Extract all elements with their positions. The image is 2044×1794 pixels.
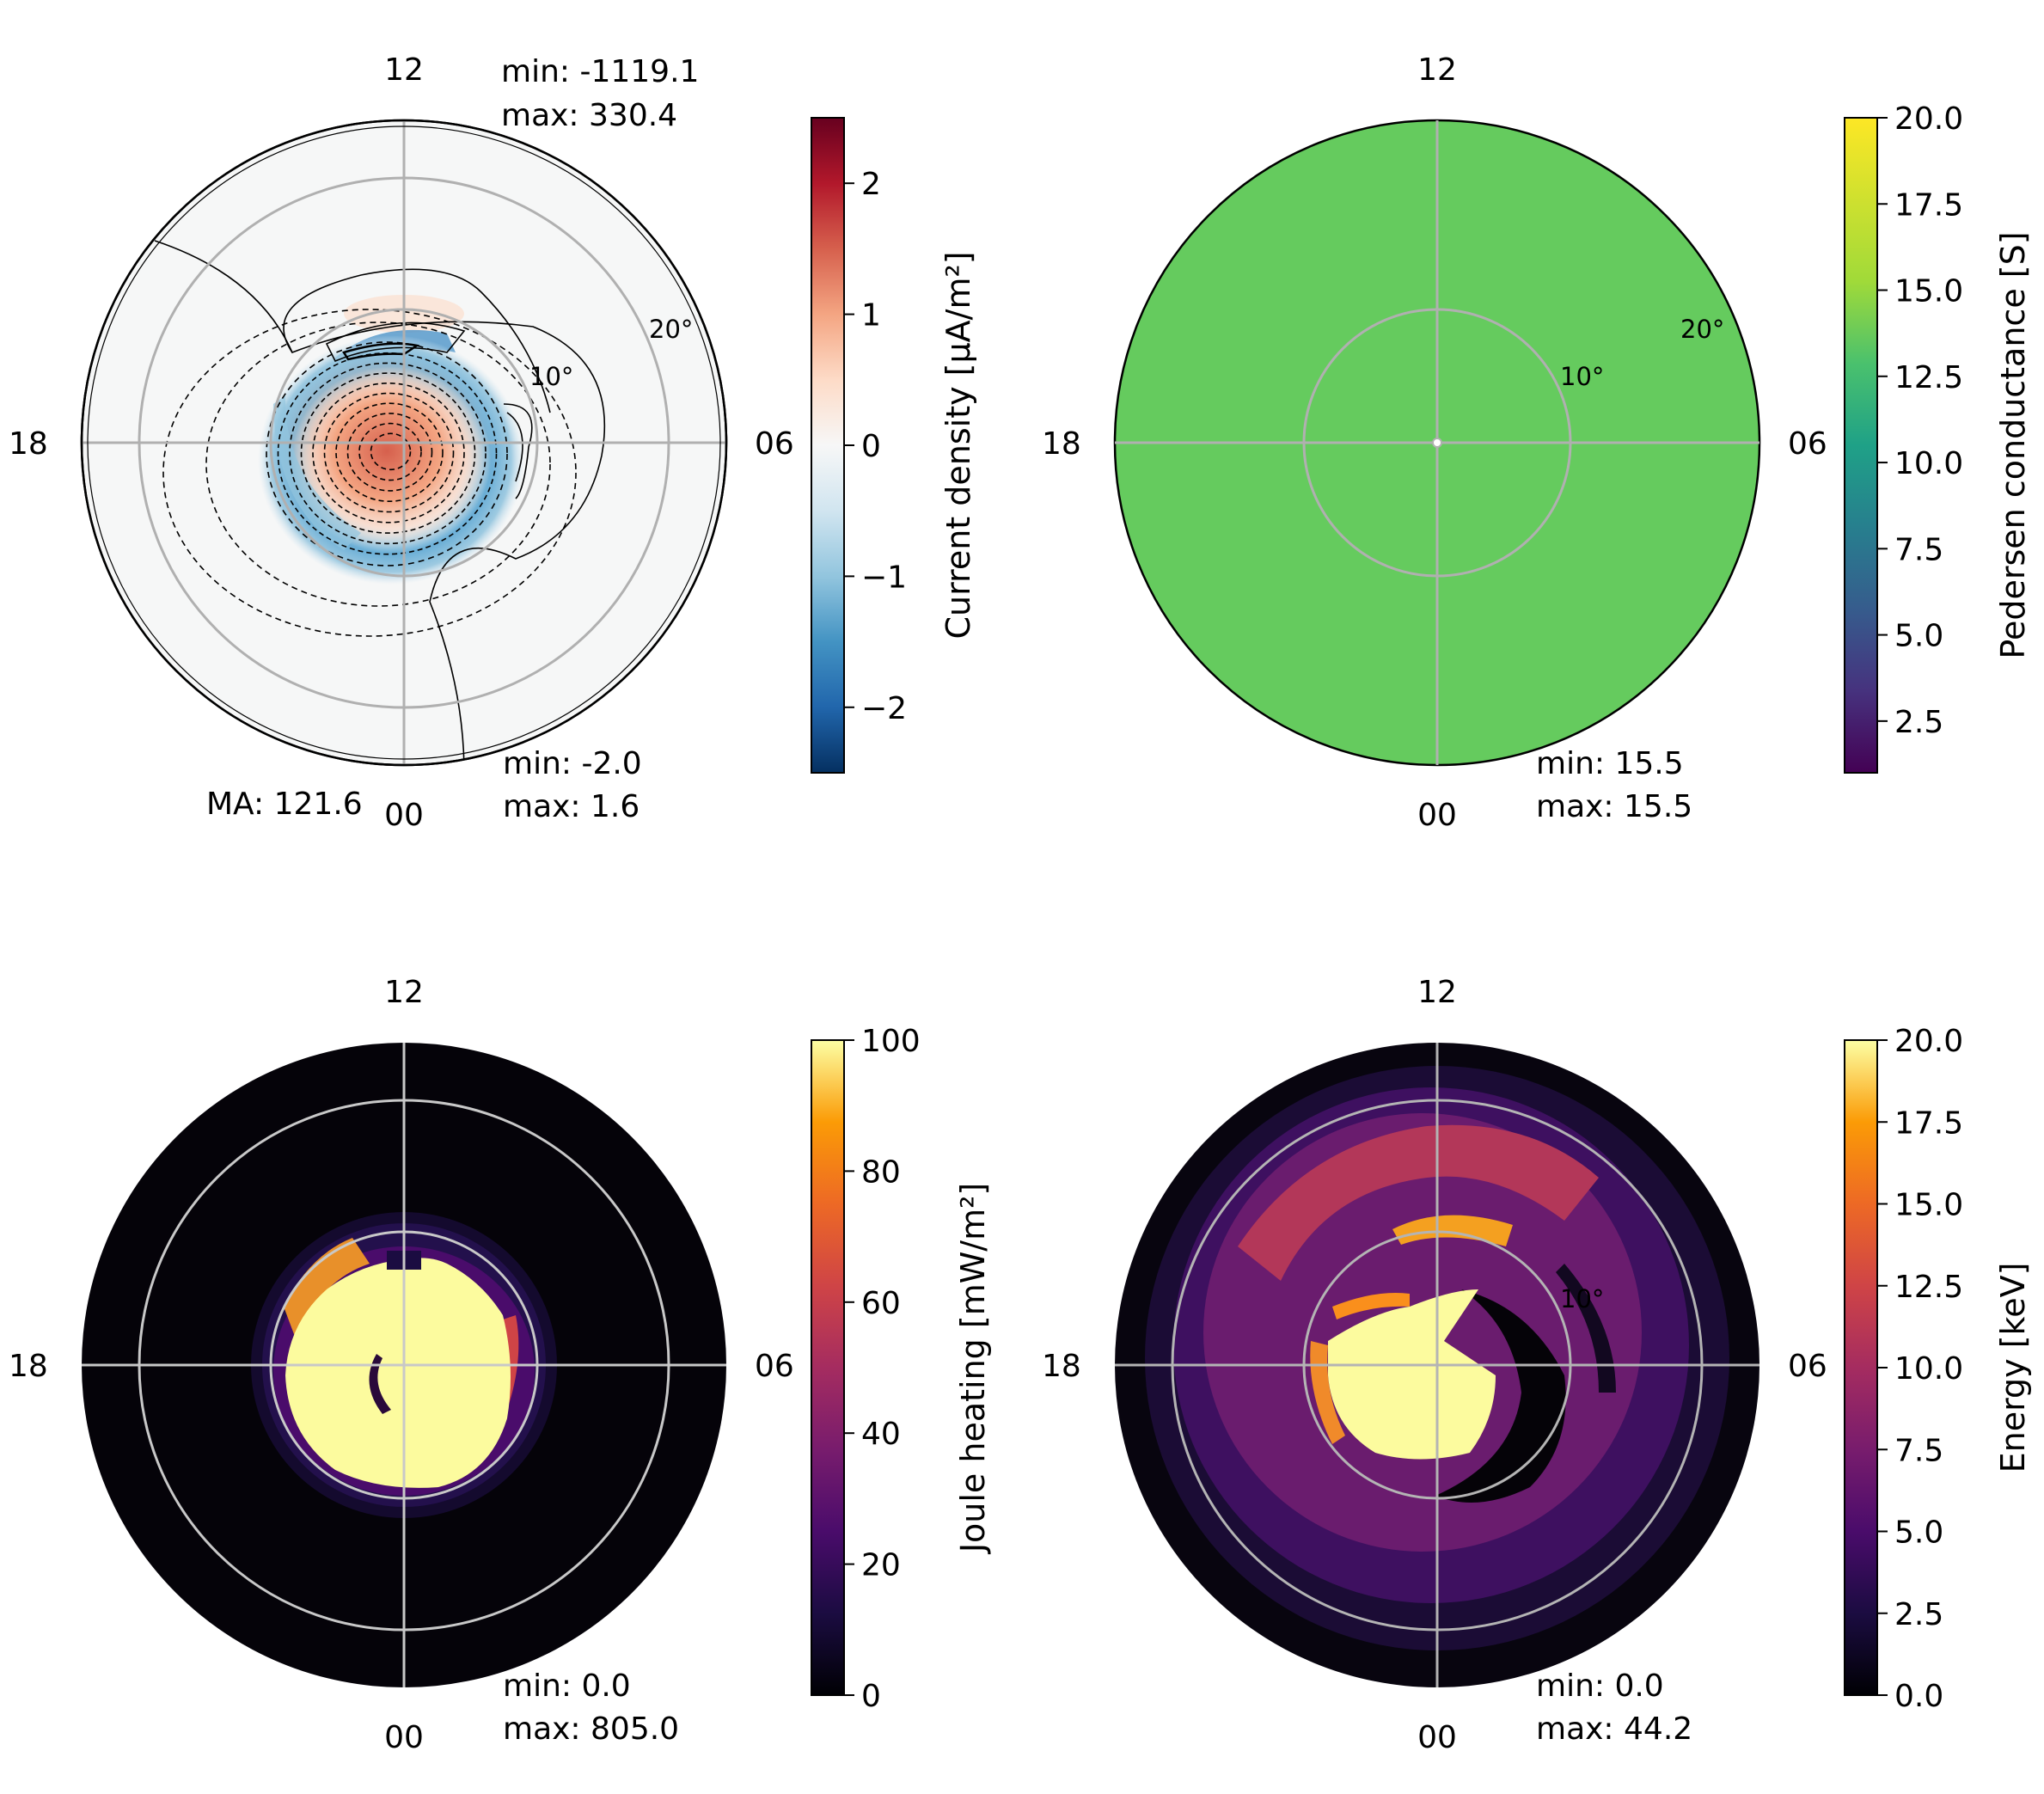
clock-label-06: 06 bbox=[1788, 426, 1827, 462]
stat-min: min: 15.5 bbox=[1536, 746, 1684, 781]
colorbar-tick-label: −1 bbox=[861, 560, 907, 595]
clock-label-12: 12 bbox=[1417, 975, 1457, 1010]
clock-label-18: 18 bbox=[9, 1349, 48, 1384]
contour-ring bbox=[358, 422, 422, 481]
panel-joule-heating: 12 18 06 00 min: 0.0 max: 805.0 0 20 40 60 8… bbox=[9, 975, 992, 1755]
colorbar-ticks: 2.5 5.0 7.5 10.0 12.5 15.0 17.5 20.0 bbox=[1877, 101, 1963, 740]
colorbar-tick-label: 20.0 bbox=[1894, 1024, 1963, 1059]
stat-max: max: 1.6 bbox=[503, 789, 640, 824]
stat-max: max: 805.0 bbox=[503, 1711, 679, 1747]
ring-label-20: 20° bbox=[649, 315, 693, 344]
colorbar-tick-label: 10.0 bbox=[1894, 446, 1963, 481]
contour-ring bbox=[346, 413, 433, 492]
contour-min: min: -1119.1 bbox=[501, 54, 699, 89]
colorbar-label: Current density [μA/m²] bbox=[939, 251, 977, 639]
energy-field bbox=[1145, 1066, 1729, 1650]
colorbar-ticks: −2 −1 0 1 2 bbox=[844, 167, 907, 726]
contour-ring bbox=[312, 382, 465, 524]
colorbar-label: Joule heating [mW/m²] bbox=[954, 1183, 992, 1554]
contour-ring bbox=[277, 352, 498, 555]
colorbar-label: Energy [keV] bbox=[1994, 1263, 2032, 1473]
stat-min: min: -2.0 bbox=[503, 746, 642, 781]
colorbar-tick-label: 0 bbox=[861, 429, 881, 464]
polar-grid bbox=[82, 1043, 726, 1687]
polar-grid bbox=[1115, 1043, 1759, 1687]
stat-max: max: 15.5 bbox=[1536, 789, 1692, 824]
clock-label-00: 00 bbox=[1417, 798, 1457, 833]
clock-label-12: 12 bbox=[1417, 52, 1457, 88]
colorbar-tick-label: 0.0 bbox=[1894, 1679, 1943, 1714]
clock-label-18: 18 bbox=[1042, 1349, 1081, 1384]
colorbar-tick-label: 2.5 bbox=[1894, 705, 1943, 740]
colorbar-tick-label: 20 bbox=[861, 1548, 901, 1583]
contour-ring bbox=[370, 432, 412, 471]
clock-label-12: 12 bbox=[384, 975, 424, 1010]
clock-label-06: 06 bbox=[755, 1349, 794, 1384]
colorbar-tick-label: 100 bbox=[861, 1024, 921, 1059]
colorbar-tick-label: 12.5 bbox=[1894, 360, 1963, 395]
clock-label-18: 18 bbox=[9, 426, 48, 462]
colorbar-tick-label: 12.5 bbox=[1894, 1270, 1963, 1305]
ring-label-20: 20° bbox=[1680, 315, 1724, 344]
colorbar: 0 20 40 60 80 100 Joule heating [mW/m²] bbox=[811, 1024, 992, 1714]
colorbar-tick-label: 7.5 bbox=[1894, 1433, 1943, 1468]
contours bbox=[154, 240, 605, 765]
panel-current-density: 12 18 06 00 10° 20° min: -1119.1 max: 33… bbox=[9, 52, 977, 833]
ring-label-10: 10° bbox=[529, 362, 573, 391]
contour-ring bbox=[323, 392, 455, 513]
contour-ring bbox=[300, 372, 476, 534]
ring-label-10: 10° bbox=[1560, 1284, 1604, 1313]
stat-min: min: 0.0 bbox=[503, 1668, 631, 1704]
clock-label-18: 18 bbox=[1042, 426, 1081, 462]
clock-label-12: 12 bbox=[384, 52, 424, 88]
colorbar-tick-label: 15.0 bbox=[1894, 274, 1963, 309]
colorbar-tick-label: −2 bbox=[861, 691, 907, 726]
colorbar: 0.0 2.5 5.0 7.5 10.0 12.5 15.0 17.5 20.0 Energy … bbox=[1844, 1024, 2032, 1714]
contour-max: max: 330.4 bbox=[501, 98, 677, 133]
colorbar-tick-label: 15.0 bbox=[1894, 1188, 1963, 1223]
colorbar-ticks: 0.0 2.5 5.0 7.5 10.0 12.5 15.0 17.5 20.0 bbox=[1877, 1024, 1963, 1714]
colorbar-tick-label: 10.0 bbox=[1894, 1351, 1963, 1387]
stat-min: min: 0.0 bbox=[1536, 1668, 1664, 1704]
colorbar-tick-label: 2 bbox=[861, 167, 881, 202]
colorbar-tick-label: 80 bbox=[861, 1154, 901, 1190]
ma-annotation: MA: 121.6 bbox=[206, 787, 363, 822]
clock-label-00: 00 bbox=[1417, 1720, 1457, 1755]
colorbar-tick-label: 60 bbox=[861, 1286, 901, 1321]
contour-ring bbox=[289, 362, 487, 545]
colorbar-tick-label: 5.0 bbox=[1894, 1515, 1943, 1551]
panel-energy: 12 18 06 00 10° min: 0.0 max: 44.2 0.0 2.… bbox=[1042, 975, 2032, 1755]
colorbar-tick-label: 17.5 bbox=[1894, 187, 1963, 223]
colorbar-tick-label: 40 bbox=[861, 1417, 901, 1452]
colorbar-label: Pedersen conductance [S] bbox=[1994, 231, 2032, 658]
colorbar: −2 −1 0 1 2 Current density [μA/m²] bbox=[811, 117, 977, 774]
stat-max: max: 44.2 bbox=[1536, 1711, 1692, 1747]
colorbar-tick-label: 2.5 bbox=[1894, 1597, 1943, 1632]
clock-label-00: 00 bbox=[384, 1720, 424, 1755]
colorbar: 2.5 5.0 7.5 10.0 12.5 15.0 17.5 20.0 Pedersen c… bbox=[1844, 101, 2032, 774]
colorbar-tick-label: 20.0 bbox=[1894, 101, 1963, 137]
clock-label-06: 06 bbox=[755, 426, 794, 462]
colorbar-tick-label: 1 bbox=[861, 298, 881, 334]
colorbar-tick-label: 5.0 bbox=[1894, 619, 1943, 654]
clock-label-00: 00 bbox=[384, 798, 424, 833]
contour-ring bbox=[335, 402, 444, 503]
clock-label-06: 06 bbox=[1788, 1349, 1827, 1384]
colorbar-tick-label: 17.5 bbox=[1894, 1105, 1963, 1141]
colorbar-tick-label: 0 bbox=[861, 1679, 881, 1714]
polar-grid bbox=[82, 120, 726, 765]
colorbar-ticks: 0 20 40 60 80 100 bbox=[844, 1024, 921, 1714]
colorbar-tick-label: 7.5 bbox=[1894, 532, 1943, 567]
panel-pedersen-conductance: 12 18 06 00 10° 20° min: 15.5 max: 15.5 … bbox=[1042, 52, 2032, 833]
ring-label-10: 10° bbox=[1560, 362, 1604, 391]
